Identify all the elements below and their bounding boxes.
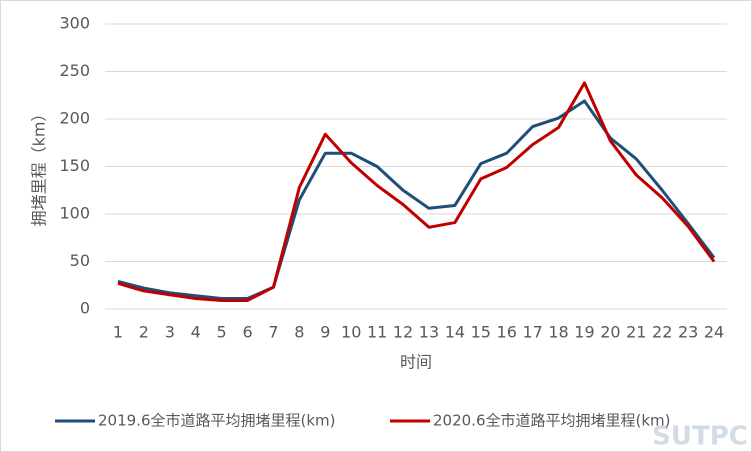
x-tick-label: 10 [341,323,361,342]
x-tick-label: 22 [652,323,672,342]
y-tick-label: 100 [59,204,90,223]
x-tick-label: 4 [191,323,201,342]
y-tick-label: 200 [59,109,90,128]
x-tick-label: 15 [471,323,491,342]
x-tick-label: 8 [294,323,304,342]
data-line [117,99,716,301]
x-tick-label: 3 [165,323,175,342]
watermark: SUTPC [652,422,748,452]
data-line [117,81,716,302]
x-tick-label: 20 [600,323,620,342]
y-tick-label: 300 [59,14,90,33]
x-tick-label: 1 [113,323,123,342]
x-tick-label: 18 [548,323,568,342]
x-tick-label: 13 [419,323,439,342]
x-tick-label: 16 [497,323,517,342]
x-tick-label: 11 [367,323,387,342]
y-axis-label: 拥堵里程（km） [30,106,49,227]
y-tick-label: 150 [59,156,90,175]
x-tick-label: 6 [242,323,252,342]
legend-label: 2020.6全市道路平均拥堵里程(km) [433,412,671,430]
x-tick-label: 19 [574,323,594,342]
legend-label: 2019.6全市道路平均拥堵里程(km) [98,412,336,430]
x-axis-label: 时间 [400,353,432,372]
x-tick-label: 2 [139,323,149,342]
x-tick-label: 9 [320,323,330,342]
x-tick-label: 23 [678,323,698,342]
x-tick-label: 12 [393,323,413,342]
y-tick-label: 250 [59,61,90,80]
x-tick-label: 24 [704,323,724,342]
x-tick-label: 7 [268,323,278,342]
y-tick-label: 0 [80,299,90,318]
x-tick-label: 14 [445,323,465,342]
x-tick-label: 5 [217,323,227,342]
x-tick-label: 17 [522,323,542,342]
x-tick-label: 21 [626,323,646,342]
y-tick-label: 50 [70,251,90,270]
